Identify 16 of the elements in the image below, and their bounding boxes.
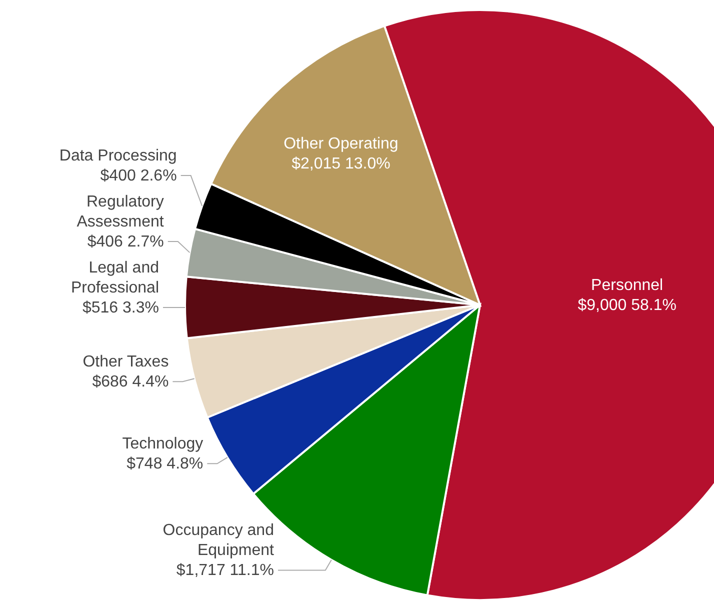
slice-label: Data Processing: [59, 148, 177, 165]
slice-label: Regulatory Assessment: [76, 194, 164, 231]
slice-label: Technology: [122, 436, 204, 453]
data-label: $516 3.3%: [82, 300, 160, 317]
data-label: $406 2.7%: [87, 234, 164, 251]
data-label: $748 4.8%: [126, 456, 204, 473]
slice-label: Other Taxes: [82, 354, 169, 371]
data-label: $400 2.6%: [100, 168, 177, 185]
data-label: $1,717 11.1%: [176, 562, 274, 580]
slice-label: Other Operating: [284, 135, 398, 152]
slice-label: Occupancy and Equipment: [162, 522, 275, 560]
data-label: $9,000 58.1%: [578, 296, 676, 314]
slice-label: Legal and Professional: [70, 260, 160, 297]
slice-label: Personnel: [591, 276, 664, 294]
data-label: $2,015 13.0%: [292, 155, 390, 172]
data-label: $686 4.4%: [92, 374, 169, 391]
